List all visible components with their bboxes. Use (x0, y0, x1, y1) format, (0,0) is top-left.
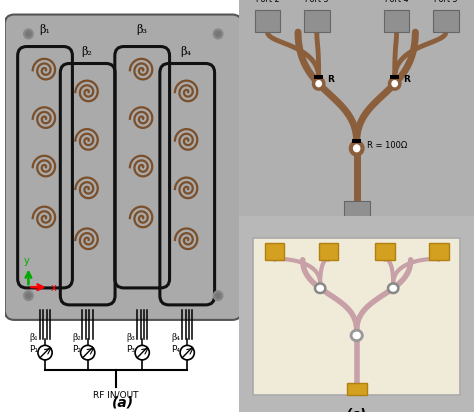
Bar (429, 243, 449, 260)
Text: R: R (403, 75, 410, 84)
Text: (c): (c) (346, 407, 367, 412)
Text: RF IN/OUT: RF IN/OUT (93, 391, 139, 400)
Circle shape (351, 330, 362, 341)
Text: β₁: β₁ (29, 333, 38, 342)
Text: β₁: β₁ (40, 24, 50, 35)
Text: x: x (51, 283, 57, 293)
Text: Port 3: Port 3 (305, 0, 328, 4)
Circle shape (315, 283, 325, 293)
Bar (375, 243, 395, 260)
Circle shape (135, 345, 149, 360)
Bar (314, 75, 323, 79)
Bar (353, 139, 361, 143)
Text: β₄: β₄ (181, 46, 191, 57)
Bar (347, 383, 366, 395)
Bar (344, 201, 370, 220)
Text: β₄: β₄ (172, 333, 180, 342)
Text: P₂: P₂ (72, 345, 81, 354)
Text: (a): (a) (112, 395, 134, 409)
Text: P₄: P₄ (172, 345, 180, 354)
Circle shape (351, 142, 363, 154)
Circle shape (213, 291, 223, 300)
Circle shape (215, 31, 221, 37)
Bar (391, 75, 399, 79)
Circle shape (81, 345, 95, 360)
Circle shape (38, 345, 52, 360)
Bar (383, 10, 410, 32)
Bar (433, 10, 459, 32)
Circle shape (26, 31, 31, 37)
Text: Port 4: Port 4 (385, 0, 408, 4)
FancyBboxPatch shape (254, 238, 460, 395)
FancyBboxPatch shape (5, 14, 242, 320)
Circle shape (24, 291, 33, 300)
Bar (264, 243, 284, 260)
Text: (b): (b) (346, 236, 368, 250)
Circle shape (24, 29, 33, 39)
Text: β₃: β₃ (137, 24, 148, 35)
Circle shape (213, 29, 223, 39)
Circle shape (215, 293, 221, 298)
Text: R = 100Ω: R = 100Ω (366, 141, 407, 150)
Circle shape (313, 78, 324, 89)
Text: β₂: β₂ (72, 333, 81, 342)
Text: P₃: P₃ (127, 345, 135, 354)
Text: β₂: β₂ (81, 46, 92, 57)
Text: P₁: P₁ (29, 345, 38, 354)
Bar (304, 10, 330, 32)
Bar (319, 243, 338, 260)
Circle shape (180, 345, 194, 360)
Text: Port 5: Port 5 (434, 0, 458, 4)
Text: R: R (328, 75, 335, 84)
Text: y: y (24, 256, 29, 266)
Circle shape (26, 293, 31, 298)
Text: Port 1: Port 1 (344, 225, 369, 234)
Circle shape (390, 78, 400, 89)
Circle shape (388, 283, 398, 293)
Bar (255, 10, 281, 32)
Text: β₃: β₃ (127, 333, 135, 342)
Text: Port 2: Port 2 (255, 0, 279, 4)
